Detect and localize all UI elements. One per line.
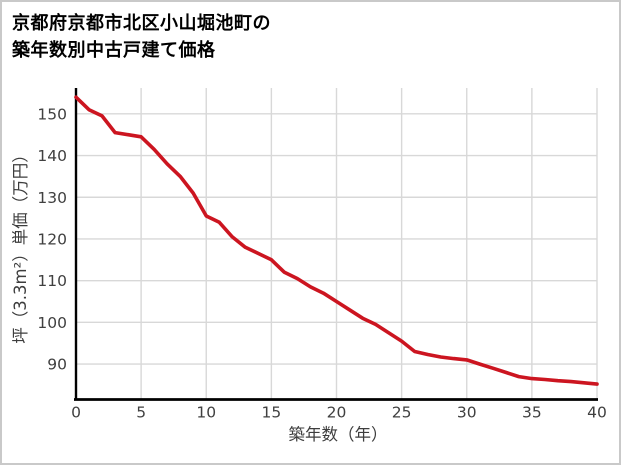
gridlines xyxy=(76,88,598,400)
y-tick-label: 140 xyxy=(37,147,67,165)
x-tick-label: 40 xyxy=(587,404,607,422)
x-tick-label: 35 xyxy=(522,404,542,422)
x-tick-label: 25 xyxy=(392,404,412,422)
y-tick-label: 120 xyxy=(37,230,67,248)
x-axis-label: 築年数（年） xyxy=(289,425,388,444)
x-tick-label: 0 xyxy=(71,404,81,422)
y-axis-label: 坪（3.3m²）単価（万円） xyxy=(11,146,30,343)
x-tick-label: 20 xyxy=(327,404,347,422)
chart-title: 京都府京都市北区小山堀池町の 築年数別中古戸建て価格 xyxy=(12,10,271,64)
tick-labels: 90 100 110 120 130 140 150 0 5 10 15 20 25 30 35 40 xyxy=(37,105,606,421)
x-tick-label: 10 xyxy=(196,404,216,422)
chart-title-line2: 築年数別中古戸建て価格 xyxy=(12,40,216,61)
price-line-path xyxy=(74,95,599,386)
x-tick-label: 15 xyxy=(262,404,282,422)
y-tick-label: 150 xyxy=(37,105,67,123)
axes xyxy=(74,88,598,401)
price-line xyxy=(74,95,599,386)
y-tick-label: 90 xyxy=(47,356,67,374)
y-tick-label: 100 xyxy=(37,314,67,332)
x-tick-label: 5 xyxy=(136,404,146,422)
chart-title-line1: 京都府京都市北区小山堀池町の xyxy=(12,13,271,34)
y-tick-label: 110 xyxy=(37,272,67,290)
x-tick-label: 30 xyxy=(457,404,477,422)
y-tick-label: 130 xyxy=(37,189,67,207)
